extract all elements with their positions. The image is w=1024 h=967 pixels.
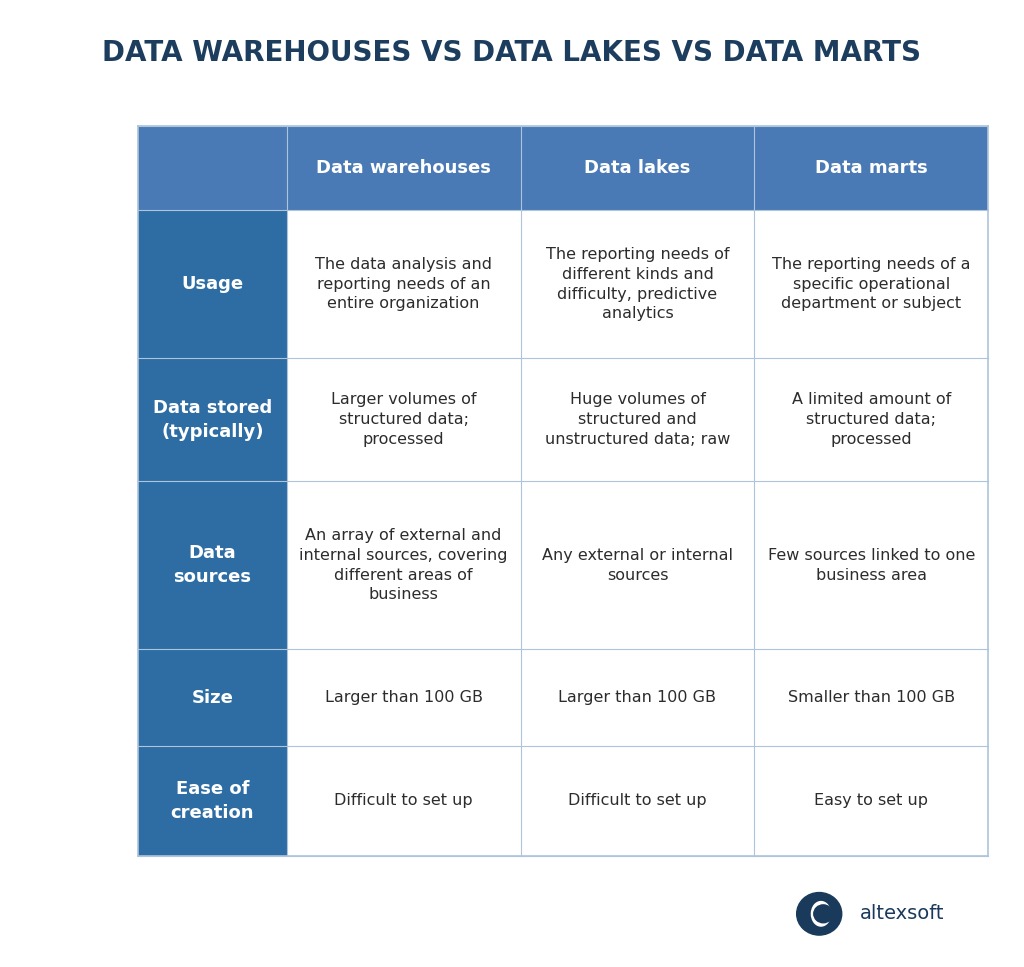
Circle shape: [797, 893, 842, 935]
Text: An array of external and
internal sources, covering
different areas of
business: An array of external and internal source…: [299, 528, 508, 602]
Text: Any external or internal
sources: Any external or internal sources: [542, 547, 733, 582]
Bar: [755, 126, 988, 210]
Bar: [287, 746, 520, 856]
Text: Few sources linked to one
business area: Few sources linked to one business area: [768, 547, 975, 582]
Text: Difficult to set up: Difficult to set up: [334, 793, 473, 808]
Bar: [138, 482, 287, 649]
Bar: [520, 210, 755, 359]
Ellipse shape: [811, 901, 830, 926]
Text: Data marts: Data marts: [815, 159, 928, 177]
Bar: [287, 649, 520, 746]
Bar: [287, 210, 520, 359]
Text: Data warehouses: Data warehouses: [316, 159, 492, 177]
Bar: [287, 482, 520, 649]
Text: The data analysis and
reporting needs of an
entire organization: The data analysis and reporting needs of…: [315, 257, 493, 311]
Text: Larger than 100 GB: Larger than 100 GB: [558, 690, 717, 705]
Bar: [755, 210, 988, 359]
Text: DATA WAREHOUSES VS DATA LAKES VS DATA MARTS: DATA WAREHOUSES VS DATA LAKES VS DATA MA…: [102, 40, 922, 67]
Bar: [138, 746, 287, 856]
Text: Larger volumes of
structured data;
processed: Larger volumes of structured data; proce…: [331, 393, 476, 447]
Text: Data
sources: Data sources: [173, 544, 252, 586]
Bar: [755, 649, 988, 746]
Bar: [520, 126, 755, 210]
Text: Data stored
(typically): Data stored (typically): [153, 399, 272, 441]
Bar: [138, 359, 287, 482]
Text: Easy to set up: Easy to set up: [814, 793, 928, 808]
Bar: [520, 359, 755, 482]
Bar: [520, 482, 755, 649]
Text: The reporting needs of
different kinds and
difficulty, predictive
analytics: The reporting needs of different kinds a…: [546, 247, 729, 321]
Bar: [287, 126, 520, 210]
Text: Difficult to set up: Difficult to set up: [568, 793, 707, 808]
Bar: [520, 649, 755, 746]
Bar: [287, 359, 520, 482]
Circle shape: [814, 905, 833, 923]
Text: Usage: Usage: [181, 276, 244, 293]
Bar: [138, 210, 287, 359]
Text: Size: Size: [191, 689, 233, 707]
Bar: [755, 359, 988, 482]
Bar: [755, 482, 988, 649]
Text: The reporting needs of a
specific operational
department or subject: The reporting needs of a specific operat…: [772, 257, 971, 311]
Text: Ease of
creation: Ease of creation: [171, 780, 254, 822]
Text: Data lakes: Data lakes: [585, 159, 690, 177]
Bar: [138, 649, 287, 746]
Text: Smaller than 100 GB: Smaller than 100 GB: [787, 690, 954, 705]
Text: Huge volumes of
structured and
unstructured data; raw: Huge volumes of structured and unstructu…: [545, 393, 730, 447]
Text: A limited amount of
structured data;
processed: A limited amount of structured data; pro…: [792, 393, 951, 447]
Bar: [755, 746, 988, 856]
Text: altexsoft: altexsoft: [860, 904, 944, 923]
Text: Larger than 100 GB: Larger than 100 GB: [325, 690, 482, 705]
Bar: [138, 126, 287, 210]
Bar: [520, 746, 755, 856]
